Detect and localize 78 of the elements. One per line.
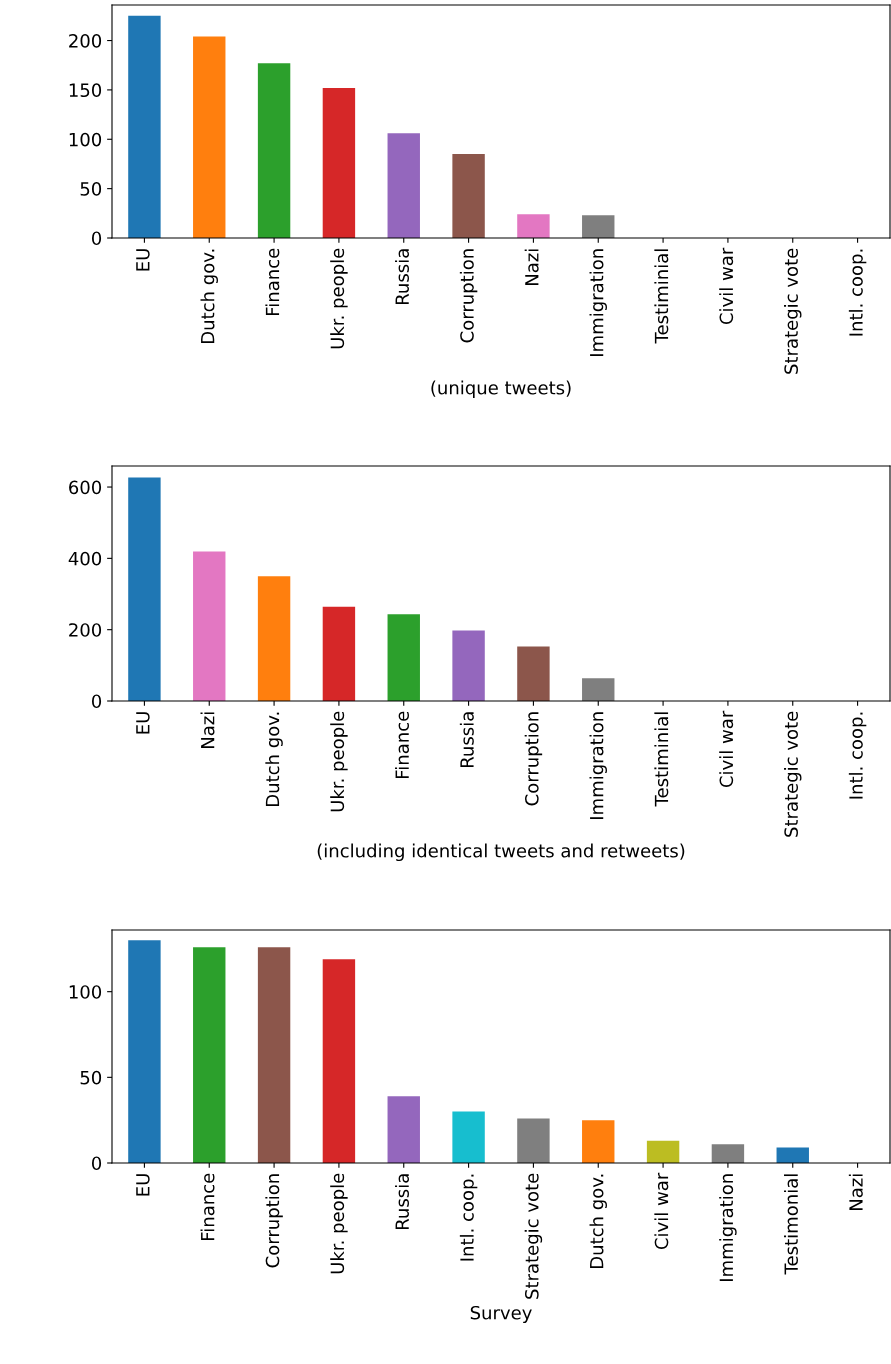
y-tick-label: 50 [80, 1070, 102, 1085]
x-tick-label: Russia [459, 712, 474, 768]
bar [322, 959, 356, 1163]
bar [582, 1120, 615, 1163]
x-tick-label: Dutch gov. [265, 712, 283, 807]
x-tick-label: Ukr. people [330, 248, 348, 349]
y-tick-label: 0 [91, 231, 102, 246]
bar [711, 1144, 745, 1163]
x-tick-label: Immigration [589, 712, 607, 819]
x-tick-label: Testiminial [654, 712, 669, 807]
x-tick-label: Russia [395, 1174, 409, 1230]
y-tick-label: 600 [69, 480, 102, 495]
y-tick-label: 50 [80, 182, 102, 196]
x-tick-label: EU [136, 249, 150, 271]
bar [387, 1096, 420, 1163]
x-tick-label: Strategic vote [784, 248, 802, 374]
y-tick-label: 100 [69, 132, 102, 147]
x-tick-label: Testiminial [654, 249, 669, 344]
x-axis-title: (unique tweets) [431, 380, 571, 399]
bar [257, 63, 291, 238]
x-tick-label: Nazi [200, 712, 215, 749]
x-tick-label: Strategic vote [784, 711, 802, 837]
bar [322, 606, 356, 701]
bar [517, 214, 550, 238]
x-tick-label: Nazi [848, 1174, 863, 1211]
bar [776, 1147, 809, 1163]
bar [128, 940, 161, 1163]
y-tick-label: 150 [69, 83, 102, 98]
x-tick-label: Intl. coop. [459, 1174, 478, 1261]
x-tick-label: Dutch gov. [200, 249, 218, 344]
bar [387, 614, 420, 701]
x-tick-label: Ukr. people [330, 711, 348, 812]
x-tick-label: Corruption [524, 712, 543, 806]
x-tick-label: Intl. coop. [848, 249, 867, 336]
y-tick-label: 100 [69, 985, 102, 999]
bar [582, 215, 615, 238]
bar [646, 1140, 680, 1163]
bar [128, 15, 161, 238]
x-tick-label: Strategic vote [524, 1173, 543, 1299]
x-tick-label: Civil war [654, 1172, 669, 1250]
x-tick-label: EU [136, 1174, 150, 1196]
bar [517, 1118, 550, 1163]
bar [452, 630, 485, 701]
bar [193, 551, 226, 701]
y-tick-label: 0 [91, 694, 102, 709]
bar [257, 576, 291, 701]
x-tick-label: EU [136, 712, 150, 734]
bar [452, 154, 485, 238]
x-tick-label: Testimonial [784, 1174, 798, 1275]
bar [193, 947, 226, 1163]
y-tick-label: 200 [69, 623, 102, 637]
y-tick-label: 200 [69, 34, 102, 48]
x-tick-label: Nazi [524, 249, 539, 286]
bar [582, 678, 615, 701]
bar [517, 646, 550, 701]
y-tick-label: 400 [68, 551, 102, 566]
x-tick-label: Immigration [719, 1174, 737, 1281]
x-axis-title: Survey [470, 1305, 532, 1324]
bar [322, 87, 356, 238]
x-tick-label: Corruption [459, 249, 478, 343]
y-tick-label: 0 [91, 1156, 102, 1171]
x-tick-label: Corruption [265, 1174, 283, 1268]
x-tick-label: Dutch gov. [589, 1174, 607, 1269]
x-tick-label: Finance [200, 1173, 215, 1241]
bar [193, 36, 226, 238]
x-tick-label: Civil war [719, 247, 734, 325]
x-tick-label: Finance [395, 711, 409, 779]
bar [257, 947, 291, 1163]
bar [452, 1111, 485, 1163]
x-tick-label: Russia [395, 249, 409, 305]
x-tick-label: Immigration [589, 249, 607, 356]
x-axis-title: (including identical tweets and retweets) [317, 843, 685, 862]
bar [128, 477, 161, 701]
x-tick-label: Civil war [719, 710, 734, 788]
x-tick-label: Ukr. people [330, 1173, 348, 1274]
bar [387, 133, 420, 238]
x-tick-label: Intl. coop. [848, 712, 867, 799]
x-tick-label: Finance [265, 248, 280, 316]
